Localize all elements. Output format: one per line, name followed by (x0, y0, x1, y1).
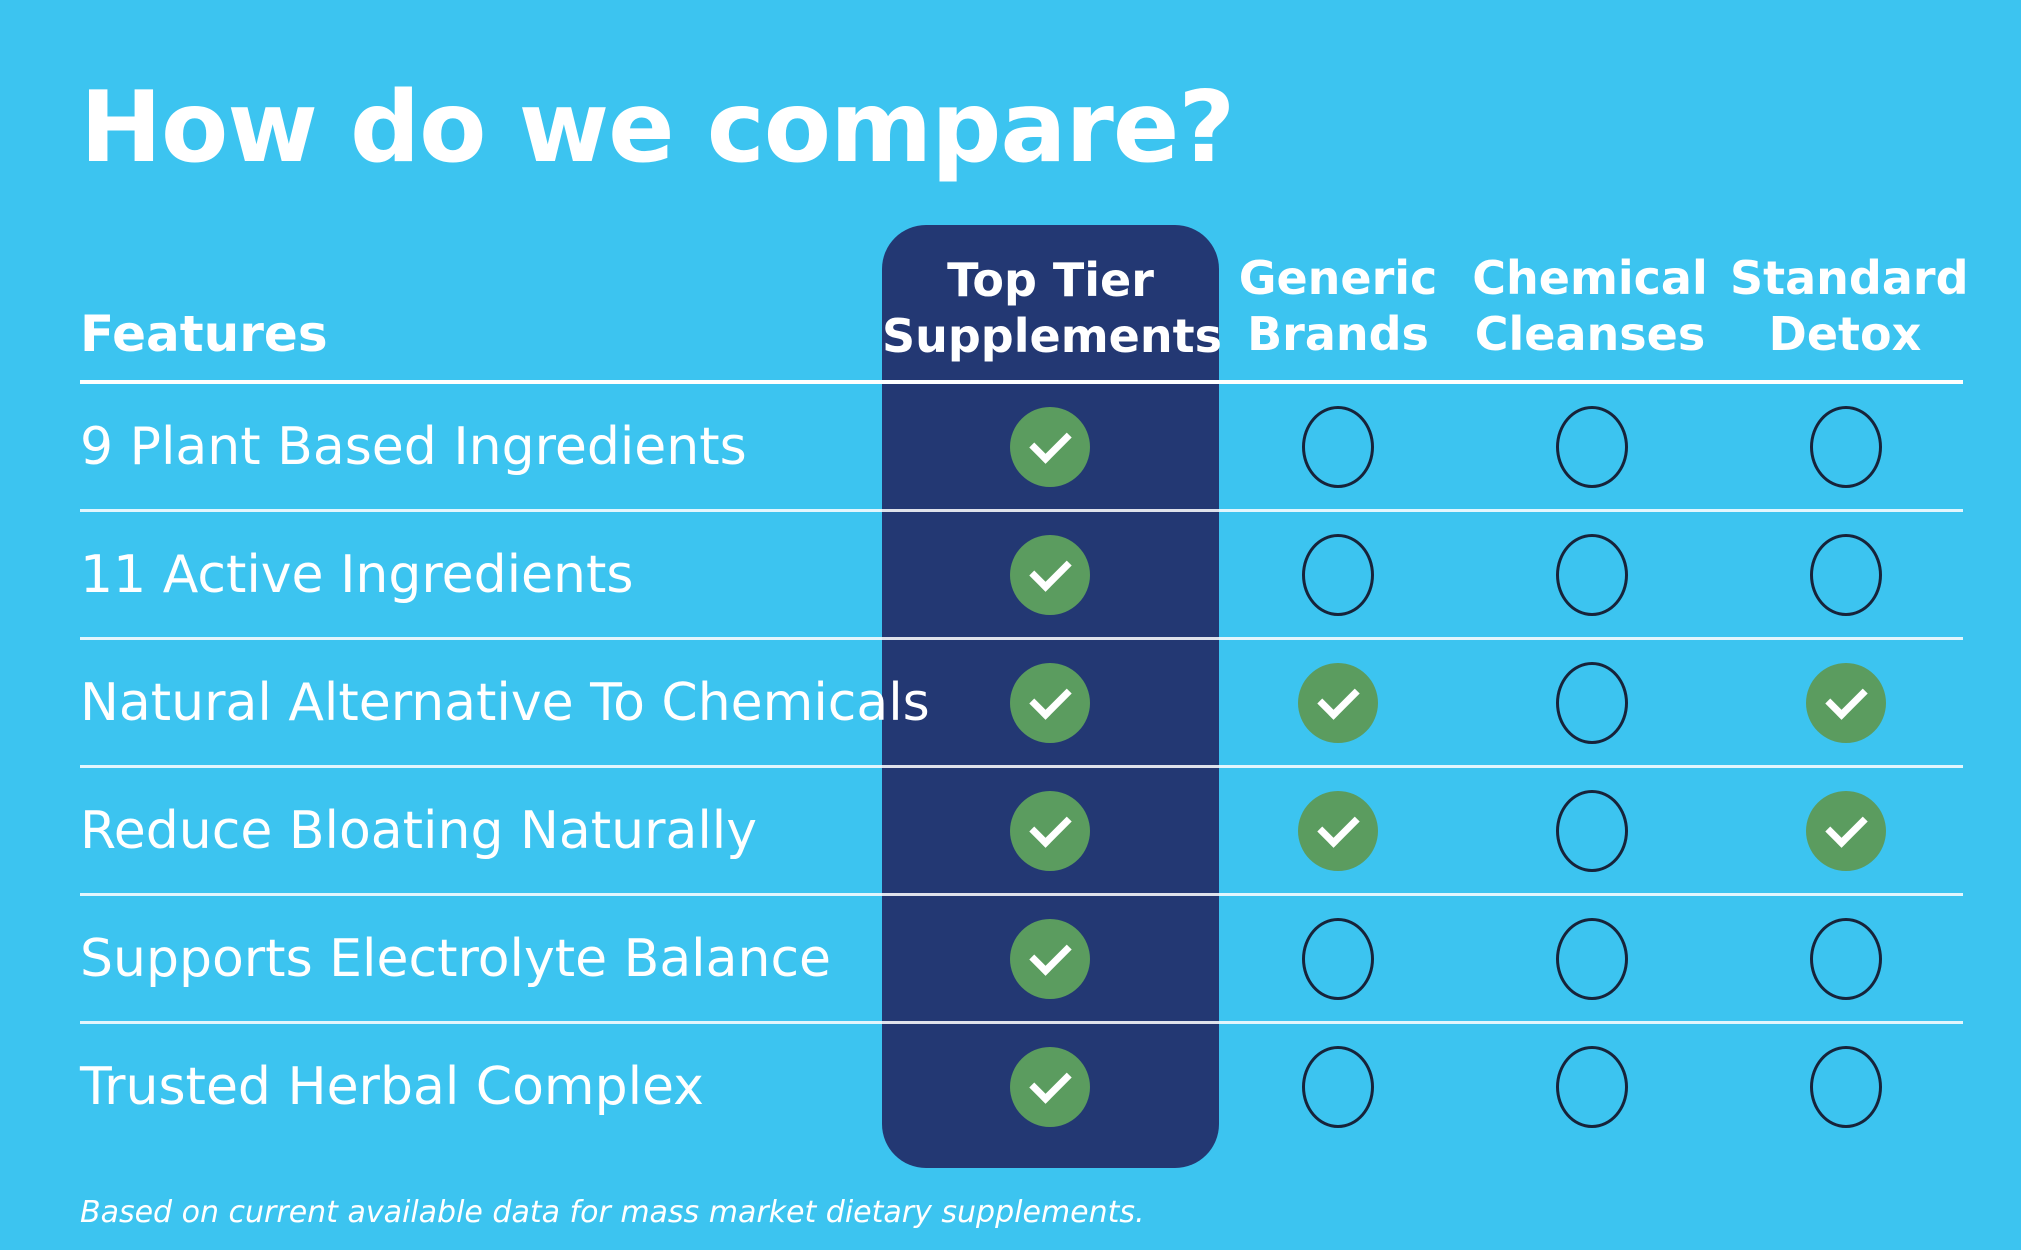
empty-circle-icon (1556, 790, 1628, 872)
column-header-line: Supplements (882, 309, 1222, 363)
row-divider (80, 893, 1963, 896)
checkmark-icon (1298, 663, 1378, 743)
empty-circle-icon (1302, 406, 1374, 488)
feature-label: Trusted Herbal Complex (80, 1057, 704, 1117)
empty-circle-icon (1810, 534, 1882, 616)
feature-label: Natural Alternative To Chemicals (80, 673, 930, 733)
checkmark-icon (1010, 407, 1090, 487)
column-header-line: Top Tier (947, 253, 1154, 307)
row-divider (80, 509, 1963, 512)
column-header-line: Generic (1238, 251, 1438, 305)
checkmark-icon (1010, 1047, 1090, 1127)
empty-circle-icon (1810, 406, 1882, 488)
column-header-standard: Standard Detox (1730, 250, 1969, 370)
footnote: Based on current available data for mass… (80, 1195, 1145, 1230)
row-divider (80, 637, 1963, 640)
row-divider (80, 380, 1963, 384)
checkmark-icon (1010, 663, 1090, 743)
row-divider (80, 1021, 1963, 1024)
column-header-line: Cleanses (1474, 307, 1706, 361)
empty-circle-icon (1556, 918, 1628, 1000)
checkmark-icon (1010, 919, 1090, 999)
column-header-line: Chemical (1472, 251, 1708, 305)
empty-circle-icon (1556, 534, 1628, 616)
feature-label: Reduce Bloating Naturally (80, 801, 758, 861)
checkmark-icon (1010, 791, 1090, 871)
empty-circle-icon (1810, 1046, 1882, 1128)
checkmark-icon (1298, 791, 1378, 871)
column-header-generic: Generic Brands (1228, 250, 1448, 370)
column-header-line: Standard (1730, 251, 1969, 305)
empty-circle-icon (1810, 918, 1882, 1000)
checkmark-icon (1806, 791, 1886, 871)
empty-circle-icon (1556, 662, 1628, 744)
page-title: How do we compare? (80, 71, 1235, 185)
checkmark-icon (1010, 535, 1090, 615)
checkmark-icon (1806, 663, 1886, 743)
empty-circle-icon (1556, 406, 1628, 488)
empty-circle-icon (1302, 534, 1374, 616)
feature-label: 11 Active Ingredients (80, 545, 634, 605)
feature-label: Supports Electrolyte Balance (80, 929, 832, 989)
empty-circle-icon (1302, 1046, 1374, 1128)
column-header-line: Brands (1247, 307, 1429, 361)
feature-label: 9 Plant Based Ingredients (80, 417, 747, 477)
column-header-chemical: Chemical Cleanses (1470, 250, 1710, 370)
column-header-top-tier: Top Tier Supplements (882, 252, 1222, 372)
empty-circle-icon (1302, 918, 1374, 1000)
row-divider (80, 765, 1963, 768)
column-header-line: Detox (1768, 307, 1922, 361)
empty-circle-icon (1556, 1046, 1628, 1128)
features-column-header: Features (80, 305, 328, 363)
